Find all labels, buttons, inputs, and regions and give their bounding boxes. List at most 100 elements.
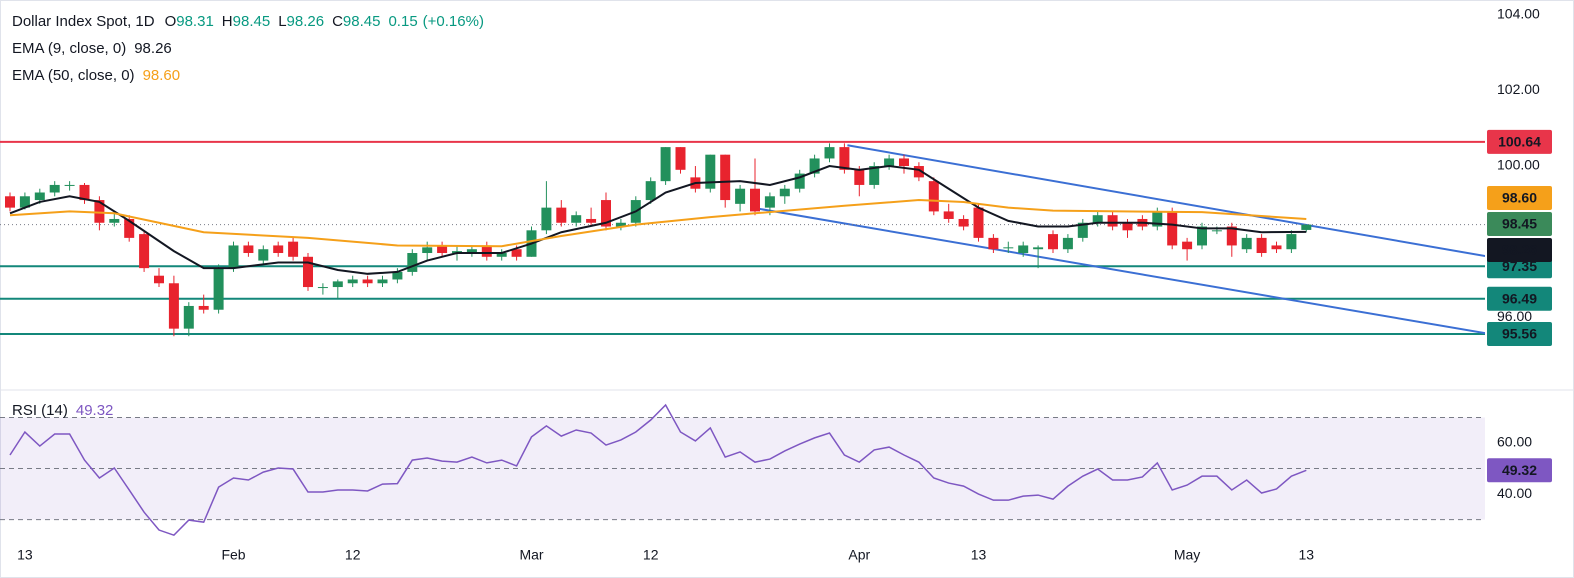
candle-body — [1197, 226, 1207, 246]
candle-body — [183, 305, 194, 329]
y-tick-label: 40.00 — [1497, 485, 1532, 501]
candle-body — [437, 245, 448, 254]
candle-body — [675, 147, 686, 170]
candle-body — [243, 245, 254, 254]
candle-body — [34, 192, 45, 201]
candle-body — [228, 245, 239, 269]
ohlc-value: 98.45 — [342, 13, 381, 30]
y-tick-label: 104.00 — [1497, 5, 1540, 21]
candle-body — [1048, 234, 1058, 250]
candle-body — [1226, 226, 1237, 246]
candle-body — [347, 279, 358, 284]
candle-body — [1301, 224, 1312, 230]
price-badge — [1487, 238, 1552, 262]
candle-body — [1241, 237, 1252, 250]
candle-body — [854, 169, 865, 185]
candle-body — [124, 218, 135, 238]
candle-body — [899, 158, 909, 167]
candle-body — [288, 241, 299, 257]
candle-body — [720, 154, 731, 201]
rsi-pane — [0, 403, 1485, 537]
ohlc-prefix: H — [221, 13, 233, 30]
candle-body — [392, 271, 403, 280]
ema-line — [9, 165, 1307, 275]
legend-title-row: Dollar Index Spot, 1D O98.31 H98.45 L98.26 C… — [12, 8, 484, 35]
candle-body — [779, 188, 790, 197]
candle-body — [422, 247, 433, 254]
legend-ema50: EMA (50, close, 0) 98.60 — [12, 62, 484, 89]
x-tick-label: Mar — [519, 547, 543, 563]
candle-body — [1033, 247, 1044, 250]
candle-body — [1062, 237, 1073, 250]
y-tick-label: 102.00 — [1497, 81, 1540, 97]
candle-body — [735, 188, 746, 204]
x-tick-label: 13 — [17, 547, 33, 563]
candle-body — [317, 287, 328, 289]
legend: Dollar Index Spot, 1D O98.31 H98.45 L98.26 C… — [12, 8, 484, 89]
x-tick-label: 13 — [1299, 547, 1315, 563]
price-badge — [1487, 129, 1552, 154]
candle-body — [1152, 211, 1163, 227]
candle-body — [869, 166, 880, 185]
ohlc-value: 98.45 — [232, 13, 271, 30]
candle-body — [571, 215, 582, 223]
candle-body — [1018, 245, 1029, 254]
indicator-name: EMA (50, close, 0) — [12, 67, 135, 84]
candle-body — [481, 245, 492, 257]
candle-body — [556, 207, 567, 223]
price-badge — [1487, 458, 1552, 483]
candle-body — [109, 218, 120, 223]
candle-body — [258, 249, 269, 261]
price-badge — [1487, 286, 1552, 311]
ema-line — [9, 199, 1307, 248]
y-tick-label: 100.00 — [1497, 157, 1540, 173]
candle-body — [705, 154, 716, 189]
candle-body — [794, 173, 805, 189]
candle-body — [660, 147, 671, 182]
indicator-value: 98.26 — [134, 40, 172, 57]
candle-body — [1167, 211, 1178, 246]
x-tick-label: 13 — [971, 547, 987, 563]
x-tick-label: Apr — [848, 547, 870, 563]
candle-body — [466, 249, 477, 254]
change-percent: (+0.16%) — [422, 13, 484, 30]
price-badge — [1487, 186, 1552, 210]
candle-body — [19, 196, 30, 208]
rsi-line — [9, 403, 1307, 537]
price-badge-label: 96.49 — [1502, 290, 1537, 306]
candle-body — [943, 211, 954, 219]
candle-body — [139, 234, 150, 269]
candle-body — [79, 184, 90, 201]
candle-body — [645, 181, 656, 201]
candle-body — [1077, 222, 1088, 238]
price-badge-label: 100.64 — [1498, 134, 1541, 150]
candle-body — [213, 268, 224, 310]
candle-body — [541, 207, 552, 231]
x-tick-label: May — [1174, 547, 1200, 563]
candle-body — [1271, 245, 1282, 250]
candle-body — [615, 222, 626, 227]
candle-body — [198, 305, 209, 310]
candle-body — [764, 196, 775, 208]
candle-body — [958, 218, 969, 227]
trend-line — [756, 207, 1485, 335]
candle-body — [496, 253, 507, 257]
indicator-name: EMA (9, close, 0) — [12, 40, 127, 57]
candle-body — [273, 245, 284, 254]
ohlc-value: 98.31 — [176, 13, 214, 30]
x-tick-label: 12 — [643, 547, 659, 563]
candle-body — [94, 200, 105, 223]
price-badge-label: 98.60 — [1502, 190, 1537, 206]
symbol-title: Dollar Index Spot, 1D — [12, 13, 155, 30]
candle-body — [154, 275, 164, 284]
price-badge-label: 49.32 — [1502, 462, 1537, 478]
y-tick-label: 96.00 — [1497, 308, 1532, 324]
candle-body — [64, 184, 75, 186]
candle-body — [1122, 222, 1133, 231]
candle-body — [1107, 215, 1118, 227]
x-tick-label: Feb — [221, 547, 245, 563]
candle-body — [913, 166, 924, 178]
price-badge-label: 98.26 — [1502, 242, 1537, 258]
